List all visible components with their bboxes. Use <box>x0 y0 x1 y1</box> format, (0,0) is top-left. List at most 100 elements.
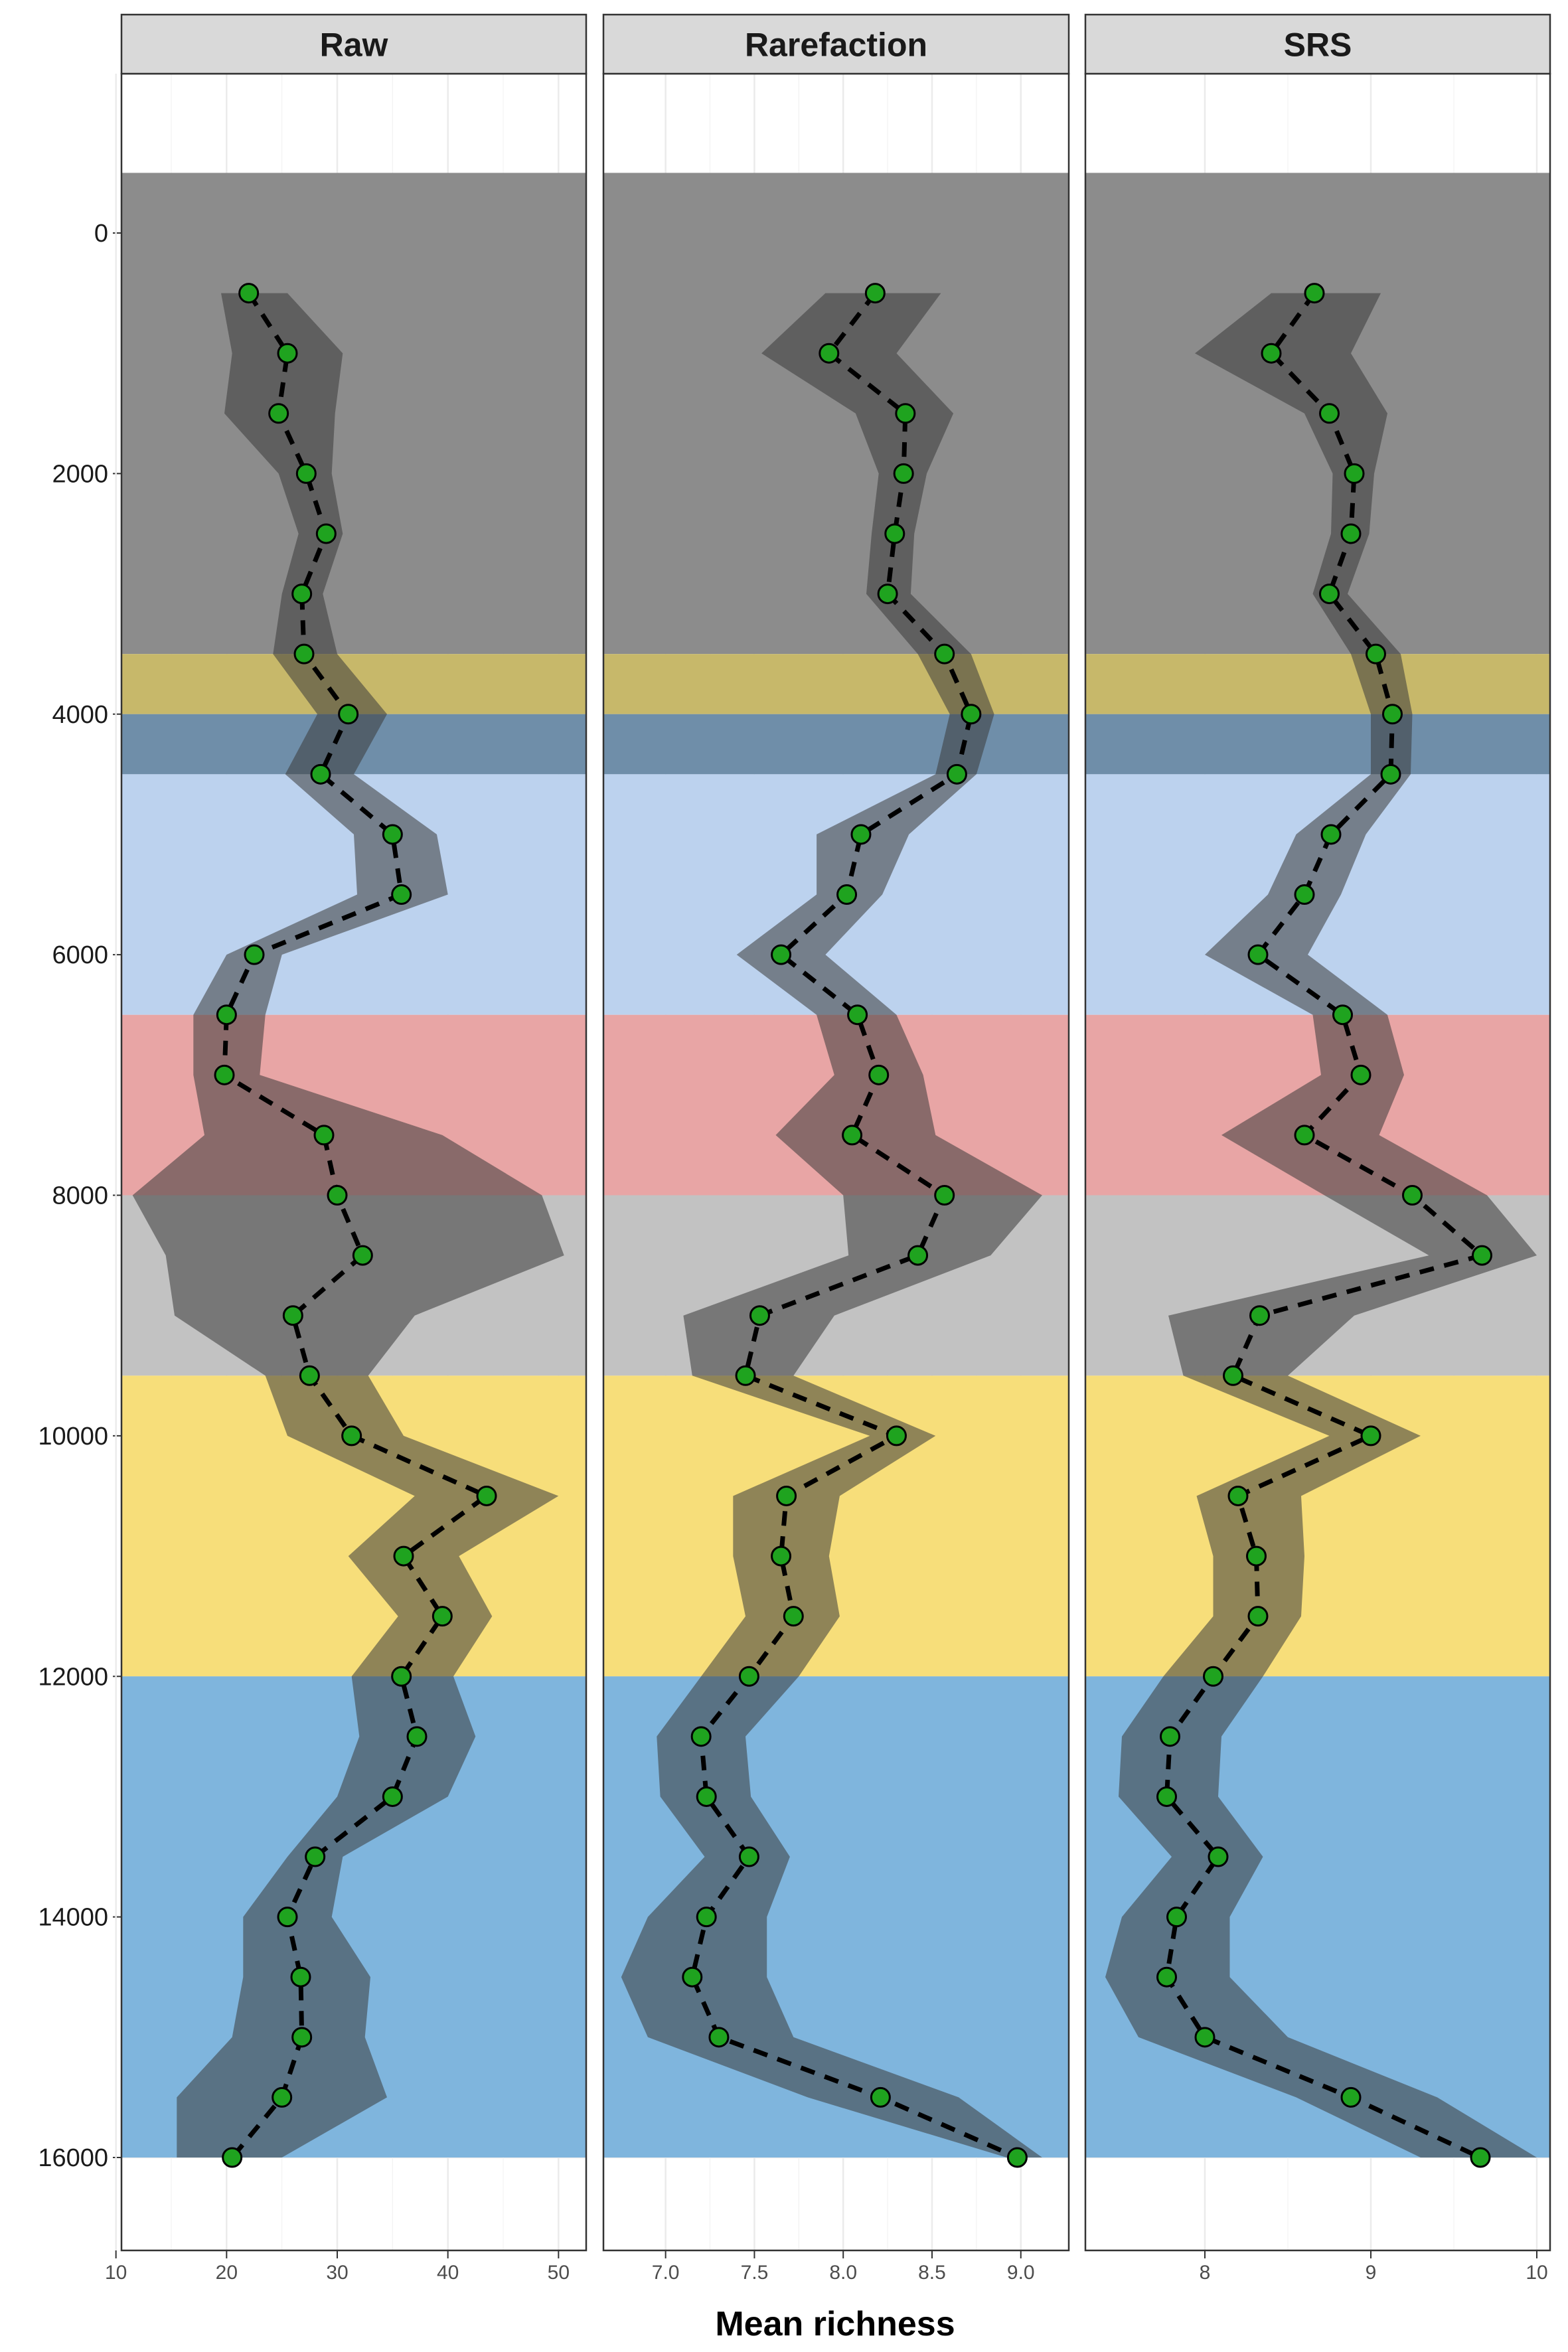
panel-strip <box>120 13 588 75</box>
confidence-ribbon <box>621 293 1042 2157</box>
data-point <box>277 343 298 364</box>
data-point <box>313 1125 335 1146</box>
data-point <box>310 763 331 785</box>
data-point <box>1360 1425 1381 1447</box>
depth-band-0 <box>603 173 1069 655</box>
data-point <box>870 2086 891 2108</box>
x-tick-label: 9 <box>1366 2262 1377 2284</box>
data-point <box>382 824 403 845</box>
data-point <box>1470 2147 1491 2168</box>
data-point <box>1208 1846 1229 1867</box>
x-tick-label: 9.0 <box>1007 2262 1035 2284</box>
depth-band-1 <box>603 654 1069 714</box>
y-tick-label-10000: 10000 <box>38 1423 108 1450</box>
x-tick-label: 7.5 <box>741 2262 769 2284</box>
data-point <box>1402 1185 1423 1206</box>
data-point <box>1340 523 1362 544</box>
data-point <box>893 463 914 484</box>
richness-points <box>682 283 1028 2168</box>
panel-raw: Raw 10 20 30 40 50 <box>105 13 588 2284</box>
richness-points <box>1156 283 1492 2168</box>
data-point <box>393 1545 414 1567</box>
data-point <box>690 1726 712 1747</box>
data-point <box>1344 463 1365 484</box>
data-point <box>1320 824 1342 845</box>
x-tick-label: 8.5 <box>918 2262 946 2284</box>
depth-band-0 <box>121 173 586 655</box>
data-point <box>877 584 898 605</box>
x-tick-label: 30 <box>326 2262 348 2284</box>
data-point <box>738 1846 759 1867</box>
panel-srs: SRS 8 9 10 <box>1084 13 1551 2284</box>
data-point <box>1319 403 1340 424</box>
x-tick-label: 50 <box>548 2262 570 2284</box>
y-tick-label-16000: 16000 <box>38 2144 108 2172</box>
y-tick-label-12000: 12000 <box>38 1663 108 1691</box>
data-point <box>406 1726 428 1747</box>
panel-strip <box>1084 13 1551 75</box>
data-point <box>295 463 317 484</box>
x-tick-label: 10 <box>105 2262 127 2284</box>
data-point <box>238 283 260 304</box>
data-point <box>290 1966 311 1988</box>
data-point <box>391 884 412 905</box>
data-point <box>771 1545 792 1567</box>
data-point <box>1006 2147 1028 2168</box>
data-point <box>1203 1666 1223 1687</box>
confidence-ribbon <box>1105 293 1537 2157</box>
data-point <box>244 944 265 965</box>
data-point <box>708 2027 730 2048</box>
depth-band-6 <box>603 1375 1069 1677</box>
depth-band-2 <box>603 714 1069 775</box>
y-tick-label-8000: 8000 <box>52 1182 108 1210</box>
panel-title: SRS <box>1284 27 1352 64</box>
x-tick-label: 8.0 <box>829 2262 857 2284</box>
richness-points <box>214 283 497 2168</box>
y-tick-label-2000: 2000 <box>52 460 108 488</box>
data-point <box>299 1365 320 1386</box>
data-point <box>696 1786 717 1807</box>
depth-band-1 <box>1085 654 1550 714</box>
data-point <box>886 1425 907 1447</box>
data-point <box>1350 1064 1372 1085</box>
data-point <box>1366 643 1386 665</box>
panel-title: Rarefaction <box>745 27 927 64</box>
panel-rarefaction: Rarefaction 7.0 7.5 8.0 8.5 9.0 <box>602 13 1070 2284</box>
data-point <box>338 704 359 725</box>
data-point <box>1223 1365 1243 1386</box>
data-point <box>291 584 313 605</box>
confidence-ribbon <box>132 293 564 2157</box>
richness-line <box>1164 291 1484 2160</box>
data-point <box>272 2086 293 2108</box>
data-point <box>735 1365 756 1386</box>
data-point <box>836 884 858 905</box>
data-point <box>934 643 955 665</box>
data-point <box>738 1666 759 1687</box>
data-point <box>1380 763 1401 785</box>
data-point <box>476 1485 497 1506</box>
data-point <box>934 1185 955 1206</box>
x-tick-label: 7.0 <box>652 2262 680 2284</box>
data-point <box>382 1786 403 1807</box>
data-point <box>1294 1125 1315 1146</box>
data-point <box>961 704 982 725</box>
data-point <box>696 1907 717 1928</box>
x-tick-label: 8 <box>1200 2262 1211 2284</box>
data-point <box>315 523 337 544</box>
y-tick-label-14000: 14000 <box>38 1904 108 1932</box>
data-point <box>884 523 905 544</box>
data-point <box>291 2027 313 2048</box>
data-point <box>1156 1786 1177 1807</box>
data-point <box>1246 1545 1267 1567</box>
y-tick-label-4000: 4000 <box>52 701 108 729</box>
y-tick-label-6000: 6000 <box>52 941 108 969</box>
data-point <box>268 403 289 424</box>
data-point <box>1319 584 1340 605</box>
data-point <box>277 1907 298 1928</box>
data-point <box>847 1004 868 1026</box>
data-point <box>341 1425 362 1447</box>
data-point <box>1340 2086 1362 2108</box>
data-point <box>216 1004 237 1026</box>
data-point <box>282 1305 303 1326</box>
